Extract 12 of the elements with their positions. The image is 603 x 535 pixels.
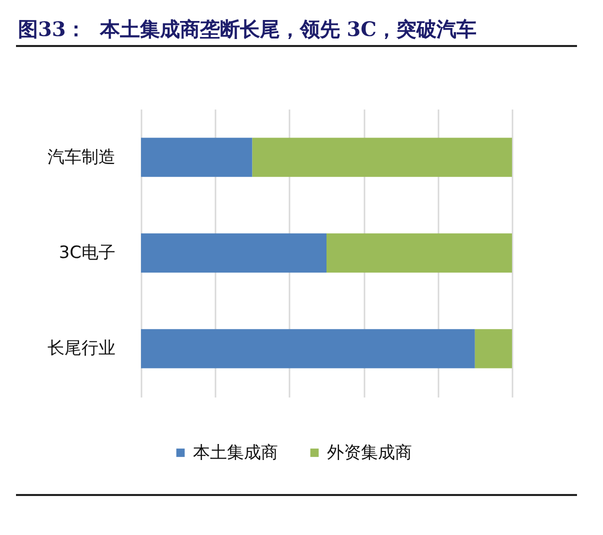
legend-label: 外资集成商: [327, 442, 412, 463]
bar: [141, 329, 475, 368]
y-tick-label: 长尾行业: [48, 338, 116, 359]
bar: [141, 233, 326, 273]
y-tick-label: 汽车制造: [48, 147, 116, 168]
chart-title: 图33： 本土集成商垄断长尾，领先 3C，突破汽车: [18, 17, 477, 41]
bar: [326, 233, 512, 273]
y-tick-label: 3C电子: [58, 243, 116, 263]
bar: [474, 329, 512, 368]
bar: [141, 138, 252, 177]
legend-label: 本土集成商: [193, 442, 278, 463]
bar: [252, 138, 512, 177]
